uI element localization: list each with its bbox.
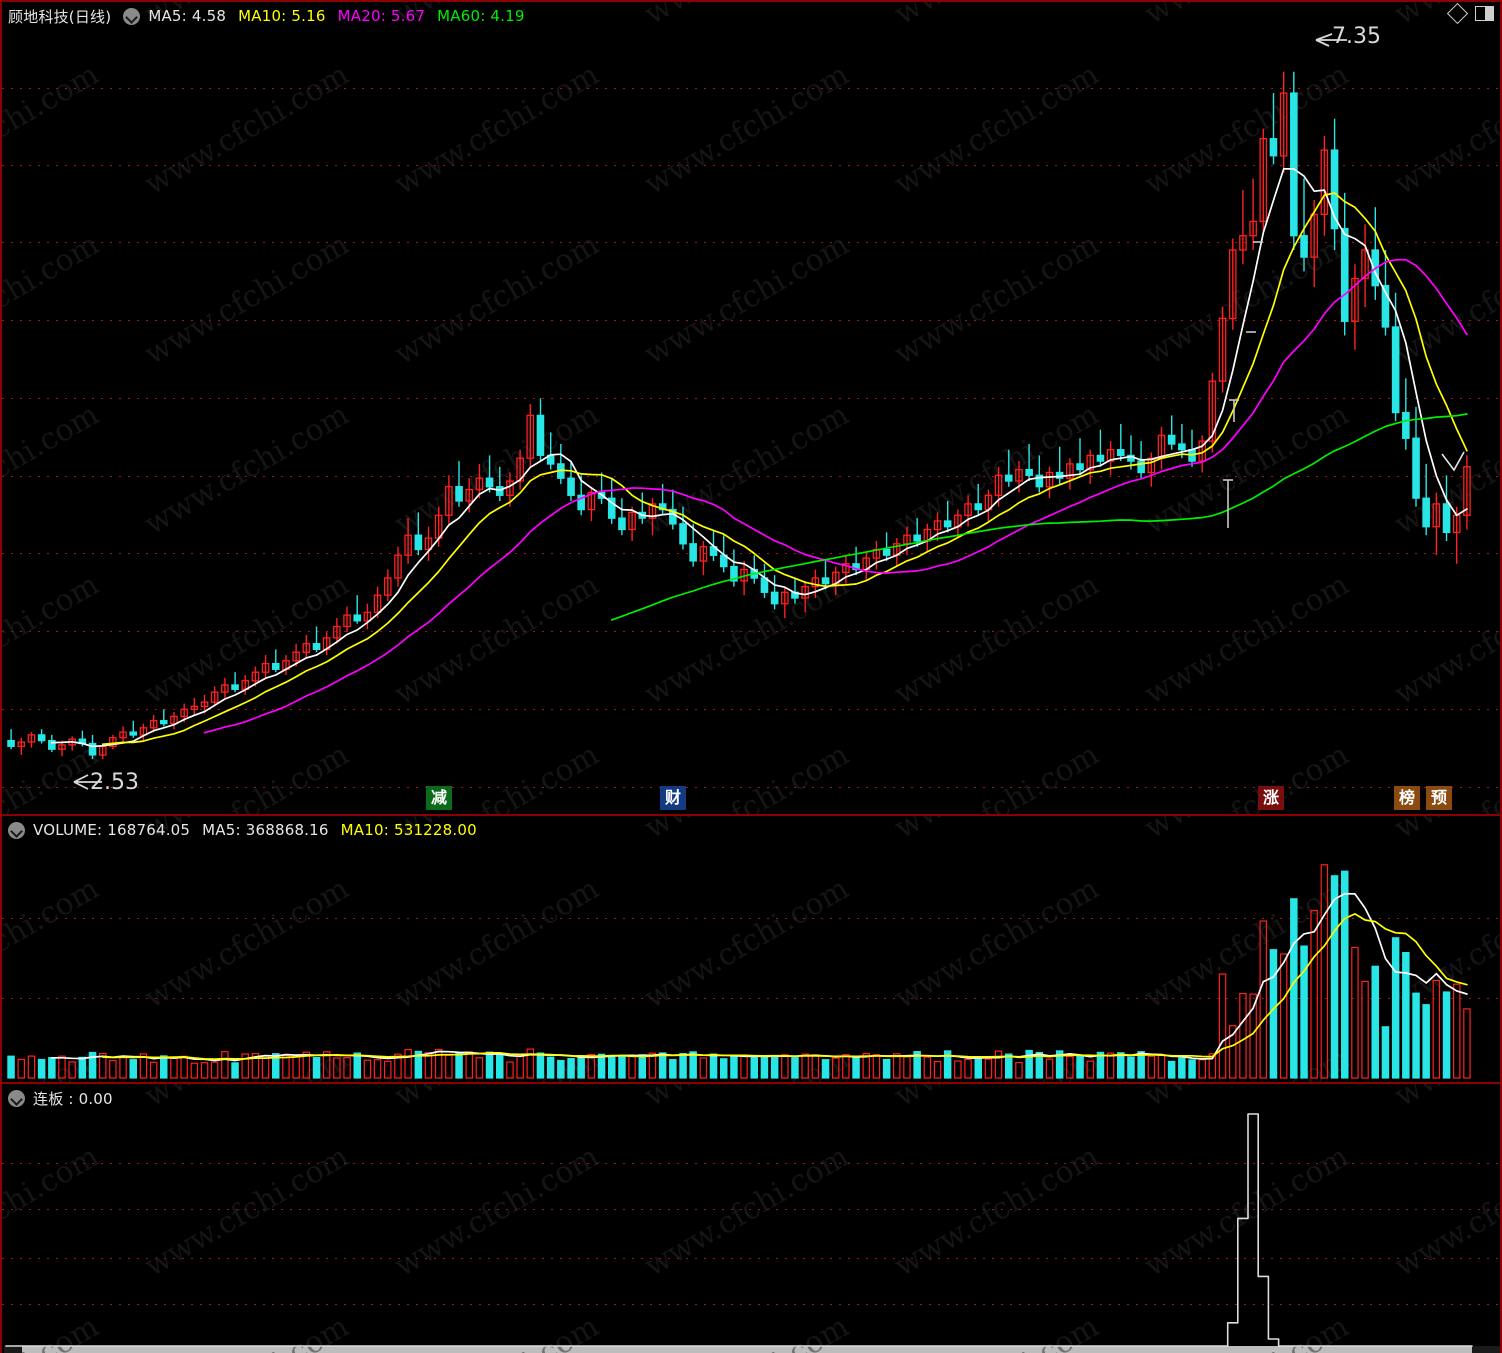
window-icons [1446, 2, 1494, 25]
price-panel: www.cfchi.com www.cfchi.com www.cfchi.com w… [2, 2, 1502, 814]
volume-panel: www.cfchi.com www.cfchi.com www.cfchi.com w… [2, 814, 1502, 1082]
annotation-tags: 减 财 涨 榜预 [2, 786, 1500, 812]
diamond-icon[interactable] [1446, 2, 1469, 25]
chart-tag[interactable]: 预 [1426, 786, 1452, 810]
ma60-readout: MA60: 4.19 [437, 7, 525, 25]
volume-plot[interactable] [2, 816, 1502, 1082]
chevron-down-icon[interactable] [8, 821, 25, 839]
lianban-panel-header: 连板 : 0.00 [2, 1084, 1500, 1112]
chart-tag[interactable]: 财 [660, 786, 686, 810]
split-screen-icon[interactable] [1475, 6, 1494, 21]
volume-panel-header: VOLUME: 168764.05 MA5: 368868.16 MA10: 5… [2, 816, 1500, 844]
stock-title: 顾地科技(日线) [8, 7, 112, 26]
candlestick-plot[interactable] [2, 2, 1502, 814]
price-panel-header: 顾地科技(日线) MA5: 4.58 MA10: 5.16 MA20: 5.67… [2, 2, 1500, 30]
scrollbar-thumb[interactable] [22, 1346, 1472, 1353]
chart-tag[interactable]: 涨 [1258, 786, 1284, 810]
vol-ma5-readout: MA5: 368868.16 [202, 821, 329, 839]
vol-ma10-readout: MA10: 531228.00 [340, 821, 477, 839]
high-price-label: 7.35 [1332, 24, 1381, 49]
low-price-label: 2.53 [90, 770, 139, 795]
horizontal-scrollbar[interactable] [4, 1346, 1500, 1353]
chart-tag[interactable]: 减 [426, 786, 452, 810]
lianban-readout: 连板 : 0.00 [33, 1089, 113, 1108]
chevron-down-icon[interactable] [123, 7, 141, 25]
lianban-plot[interactable] [2, 1084, 1502, 1353]
lianban-panel: www.cfchi.com www.cfchi.com www.cfchi.com w… [2, 1082, 1502, 1353]
chart-tag[interactable]: 榜 [1394, 786, 1420, 810]
ma5-readout: MA5: 4.58 [148, 7, 227, 25]
volume-readout: VOLUME: 168764.05 [33, 821, 191, 839]
ma10-readout: MA10: 5.16 [238, 7, 326, 25]
chevron-down-icon[interactable] [8, 1089, 25, 1107]
ma20-readout: MA20: 5.67 [337, 7, 426, 25]
